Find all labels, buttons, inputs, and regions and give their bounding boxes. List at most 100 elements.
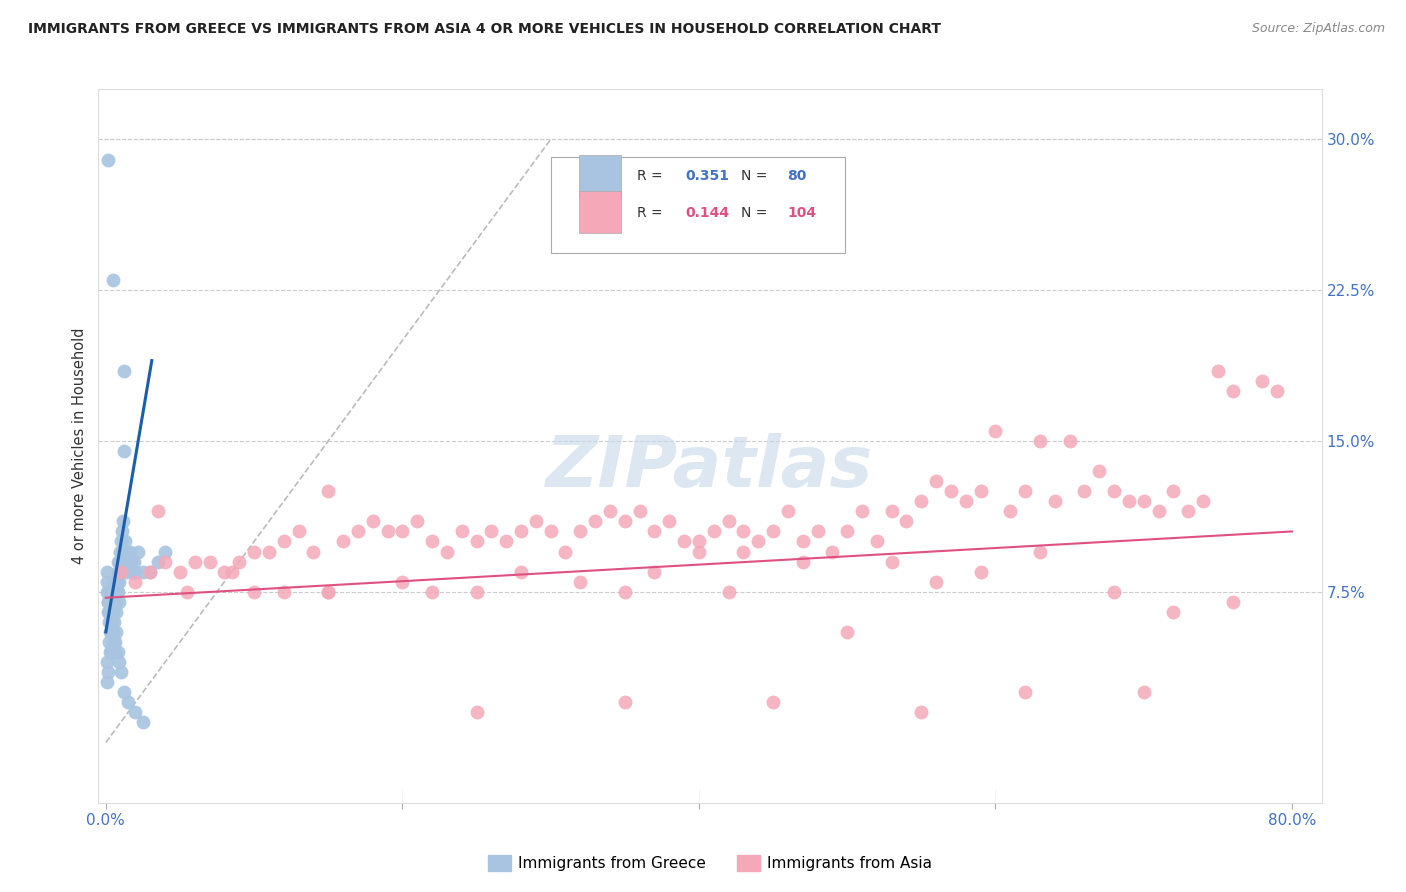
Point (100, 624, 122, 639)
Point (97, 605, 120, 619)
Point (1029, 434, 1052, 448)
Point (105, 595, 128, 609)
Point (1000, 504, 1022, 518)
Point (111, 524, 134, 539)
Legend: Immigrants from Greece, Immigrants from Asia: Immigrants from Greece, Immigrants from … (482, 849, 938, 877)
Point (1102, 484, 1125, 499)
Point (821, 544, 844, 558)
Point (101, 595, 124, 609)
Point (420, 534, 443, 549)
Point (510, 565, 533, 579)
Point (100, 605, 122, 619)
Point (103, 273, 125, 287)
FancyBboxPatch shape (551, 157, 845, 253)
Point (184, 555, 207, 569)
Point (118, 544, 141, 558)
Point (139, 565, 162, 579)
Point (117, 555, 139, 569)
Point (108, 595, 131, 609)
Point (806, 524, 828, 539)
Point (1118, 494, 1140, 508)
Point (613, 695, 636, 709)
Text: N =: N = (741, 205, 772, 219)
Point (153, 555, 176, 569)
Point (107, 555, 129, 569)
Point (98, 595, 121, 609)
Point (101, 605, 124, 619)
Point (100, 615, 122, 629)
Point (127, 544, 149, 558)
Point (969, 565, 991, 579)
Text: Source: ZipAtlas.com: Source: ZipAtlas.com (1251, 22, 1385, 36)
Text: 0.351: 0.351 (686, 169, 730, 184)
Point (1206, 363, 1229, 377)
Point (107, 584, 129, 599)
Point (1014, 685, 1036, 699)
Point (880, 504, 903, 518)
Point (110, 544, 132, 558)
Point (228, 555, 250, 569)
Point (273, 584, 295, 599)
Point (257, 544, 280, 558)
Point (837, 624, 859, 639)
Point (121, 565, 143, 579)
Point (658, 515, 681, 529)
Point (479, 524, 502, 539)
Point (880, 555, 903, 569)
Point (688, 544, 710, 558)
Point (139, 565, 162, 579)
Point (347, 524, 370, 539)
Point (747, 534, 769, 549)
Point (110, 544, 132, 558)
Point (273, 534, 295, 549)
Point (198, 555, 221, 569)
Point (762, 695, 785, 709)
Point (96, 574, 118, 589)
Point (153, 544, 176, 558)
Point (703, 524, 725, 539)
Point (1029, 544, 1052, 558)
Point (406, 515, 429, 529)
Point (910, 494, 932, 508)
Point (146, 504, 169, 518)
Point (243, 584, 266, 599)
Point (105, 584, 128, 599)
Point (420, 584, 443, 599)
Point (104, 645, 127, 659)
Point (925, 474, 948, 488)
Point (98, 605, 121, 619)
Point (910, 706, 932, 720)
Point (146, 555, 169, 569)
Point (628, 504, 651, 518)
Point (450, 524, 472, 539)
Point (100, 624, 122, 639)
Point (104, 595, 127, 609)
Point (540, 524, 562, 539)
Point (896, 515, 918, 529)
Point (221, 565, 243, 579)
Point (969, 484, 991, 499)
Point (132, 565, 155, 579)
Point (377, 524, 399, 539)
Point (115, 565, 138, 579)
Point (108, 555, 131, 569)
Point (112, 555, 135, 569)
Point (97, 595, 120, 609)
Point (613, 584, 636, 599)
Point (925, 574, 948, 589)
Point (111, 515, 134, 529)
Point (101, 624, 124, 639)
Point (110, 534, 132, 549)
Point (104, 605, 127, 619)
Point (465, 534, 488, 549)
Point (1132, 685, 1154, 699)
Point (104, 584, 127, 599)
Point (107, 565, 129, 579)
Point (110, 565, 132, 579)
Point (1251, 374, 1274, 388)
Text: ZIPatlas: ZIPatlas (547, 433, 873, 502)
Point (97, 615, 120, 629)
Point (837, 524, 859, 539)
Text: 104: 104 (787, 205, 817, 219)
Point (112, 685, 135, 699)
